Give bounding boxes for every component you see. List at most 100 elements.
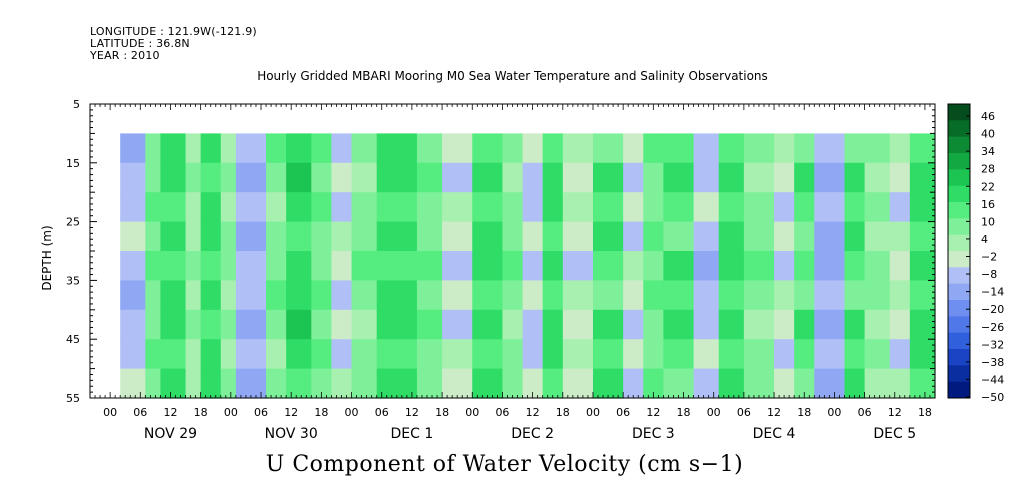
heatmap-cell [235,192,267,223]
heatmap-cell [592,133,624,164]
heatmap-cell [592,221,624,252]
heatmap-cells [120,133,936,399]
heatmap-cell [909,251,936,281]
heatmap-cell [286,280,312,311]
heatmap-cell [442,339,473,370]
colorbar: 46 40 34 28 22 16 10 4 −2 −8 −14 −20 −26 −32 −38 −44 −50 [947,103,1004,404]
y-tick-label: 45 [66,333,80,346]
heatmap-cell [442,309,473,340]
heatmap-cell [185,368,202,399]
heatmap-cell [522,280,544,311]
heatmap-cell [331,309,353,340]
heatmap-cell [200,251,222,281]
heatmap-cell [718,221,745,252]
x-tick-label: 06 [858,406,872,419]
heatmap-cell [220,133,237,164]
x-tick-label: 06 [495,406,509,419]
heatmap-cell [286,162,312,193]
heatmap-cell [794,221,815,252]
latitude-label: LATITUDE : 36.8N [90,37,190,50]
heatmap-cell [542,251,564,281]
heatmap-cell [220,309,237,340]
heatmap-cell [693,280,720,311]
heatmap-cell [266,251,287,281]
heatmap-cell [502,251,524,281]
longitude-label: LONGITUDE : 121.9W(-121.9) [90,25,257,38]
heatmap-cell [718,339,745,370]
heatmap-cell [376,309,418,340]
x-tick-label: 06 [737,406,751,419]
x-tick-label: 12 [405,406,419,419]
heatmap-cell [864,221,891,252]
heatmap-cell [693,368,720,399]
heatmap-cell [542,339,564,370]
heatmap-cell [311,339,333,370]
x-tick-label: 00 [224,406,238,419]
heatmap-cell [562,133,594,164]
x-tick-label: 00 [586,406,600,419]
heatmap-cell [235,280,267,311]
heatmap-cell [160,309,187,340]
heatmap-cell [351,280,378,311]
heatmap-cell [331,133,353,164]
heatmap-cell [693,221,720,252]
heatmap-cell [442,251,473,281]
heatmap-cell [120,339,146,370]
heatmap-cell [718,309,745,340]
heatmap-cell [376,192,418,223]
heatmap-cell [200,309,222,340]
heatmap-cell [562,251,594,281]
heatmap-cell [909,339,936,370]
heatmap-cell [562,221,594,252]
heatmap-cell [502,133,524,164]
colorbar-label: −44 [981,373,1004,386]
heatmap-cell [909,221,936,252]
x-tick-label: 18 [677,406,691,419]
heatmap-cell [416,309,443,340]
heatmap-cell [442,368,473,399]
heatmap-cell [814,368,846,399]
heatmap-cell [889,192,911,223]
heatmap-cell [286,368,312,399]
heatmap-cell [200,162,222,193]
heatmap-cell [286,339,312,370]
chart-title: Hourly Gridded MBARI Mooring M0 Sea Wate… [257,69,768,83]
x-tick-label: 18 [918,406,932,419]
heatmap-cell [120,192,146,223]
heatmap-cell [814,162,846,193]
heatmap-cell [693,309,720,340]
x-tick-label: 06 [254,406,268,419]
heatmap-cell [794,339,815,370]
heatmap-cell [663,192,695,223]
heatmap-cell [562,368,594,399]
heatmap-cell [592,339,624,370]
heatmap-cell [774,221,795,252]
heatmap-cell [351,368,378,399]
heatmap-cell [693,162,720,193]
heatmap-cell [814,339,846,370]
heatmap-cell [502,280,524,311]
heatmap-cell [185,221,202,252]
heatmap-cell [286,309,312,340]
heatmap-cell [864,368,891,399]
heatmap-cell [266,280,287,311]
heatmap-cell [623,339,644,370]
colorbar-swatch [948,120,970,138]
heatmap-cell [502,221,524,252]
heatmap-cell [542,221,564,252]
heatmap-cell [522,368,544,399]
heatmap-cell [266,192,287,223]
colorbar-label: −2 [981,251,997,264]
heatmap-cell [331,162,353,193]
heatmap-cell [663,280,695,311]
heatmap-cell [718,251,745,281]
heatmap-cell [794,192,815,223]
heatmap-cell [718,192,745,223]
heatmap-cell [814,309,846,340]
heatmap-cell [220,192,237,223]
colorbar-swatch [948,202,970,219]
heatmap-cell [311,251,333,281]
heatmap-cell [145,280,162,311]
heatmap-cell [592,162,624,193]
x-tick-label: 18 [556,406,570,419]
